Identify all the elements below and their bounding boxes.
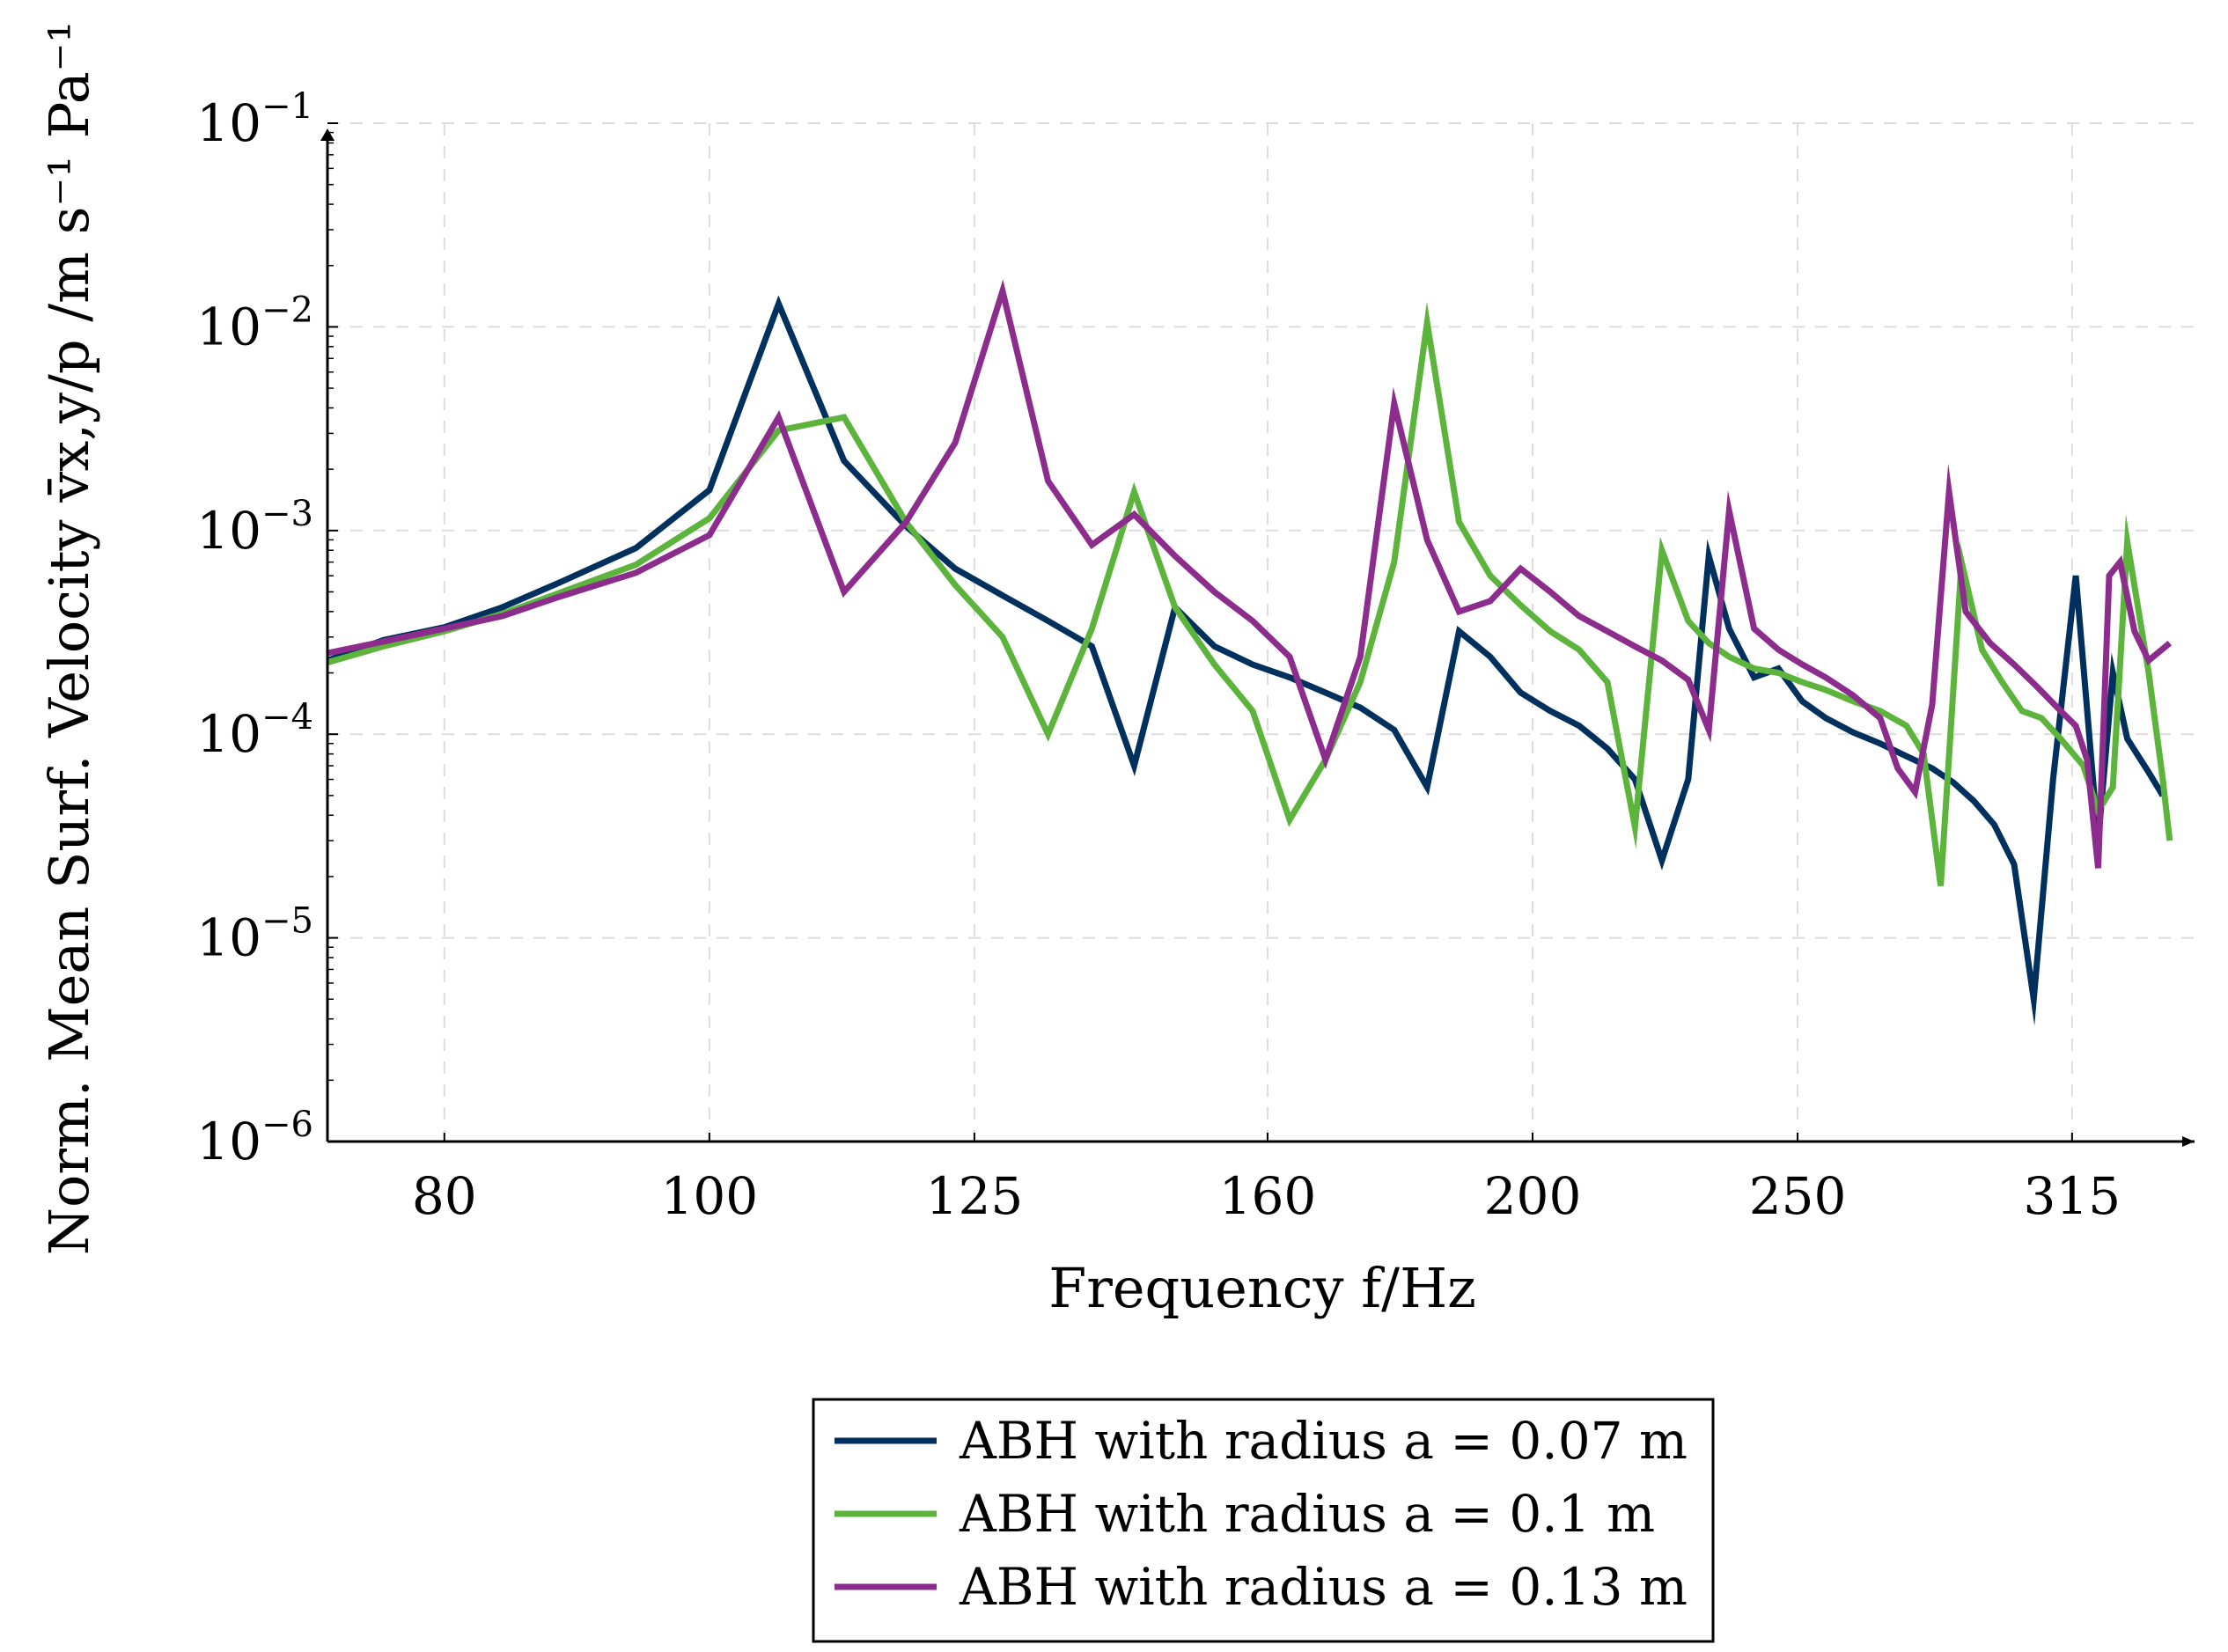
- x-tick-label: 80: [412, 1166, 477, 1226]
- y-axis-arrowhead: [320, 128, 335, 141]
- y-tick-label: 10−4: [196, 697, 313, 764]
- y-tick-label: 10−6: [196, 1105, 313, 1171]
- y-tick-base: 10: [196, 93, 261, 153]
- legend-label-2: ABH with radius a = 0.1 m: [959, 1484, 1655, 1544]
- y-tick-exponent: −4: [261, 697, 313, 738]
- y-tick-exponent: −1: [261, 86, 313, 127]
- y-tick-exponent: −2: [261, 290, 313, 330]
- y-tick-label: 10−3: [196, 494, 313, 561]
- y-tick-base: 10: [196, 1112, 261, 1171]
- y-axis-title: Norm. Mean Surf. Velocity v̄x,y/p /m s⁻¹…: [37, 21, 101, 1256]
- y-tick-base: 10: [196, 908, 261, 968]
- legend-box: [812, 1398, 1715, 1643]
- y-tick-exponent: −6: [261, 1105, 313, 1145]
- legend-label-3: ABH with radius a = 0.13 m: [959, 1557, 1688, 1617]
- series-group: [327, 279, 2173, 1026]
- series-line-2: [327, 301, 2173, 886]
- x-axis-title: Frequency f/Hz: [1048, 1256, 1476, 1320]
- x-tick-label: 100: [660, 1166, 758, 1226]
- series-line-3: [327, 279, 2173, 869]
- x-tick-label: 315: [2023, 1166, 2121, 1226]
- x-tick-label: 160: [1219, 1166, 1317, 1226]
- legend-label-1: ABH with radius a = 0.07 m: [959, 1411, 1688, 1471]
- grid: [327, 122, 2197, 1142]
- series-line-1: [327, 295, 2165, 1026]
- y-tick-label: 10−5: [196, 901, 313, 968]
- y-tick-base: 10: [196, 297, 261, 356]
- y-ticks: 10−610−510−410−310−210−1: [196, 86, 338, 1171]
- y-tick-base: 10: [196, 501, 261, 561]
- y-tick-exponent: −5: [261, 901, 313, 942]
- x-tick-label: 250: [1749, 1166, 1847, 1226]
- y-tick-label: 10−1: [196, 86, 313, 153]
- y-tick-label: 10−2: [196, 290, 313, 356]
- x-tick-label: 200: [1484, 1166, 1582, 1226]
- x-tick-label: 125: [926, 1166, 1024, 1226]
- legend: ABH with radius a = 0.07 m ABH with radiu…: [812, 1398, 1715, 1643]
- y-tick-base: 10: [196, 704, 261, 764]
- x-ticks: 80 100 125 160 200 250 315: [412, 1133, 2121, 1226]
- y-tick-exponent: −3: [261, 494, 313, 534]
